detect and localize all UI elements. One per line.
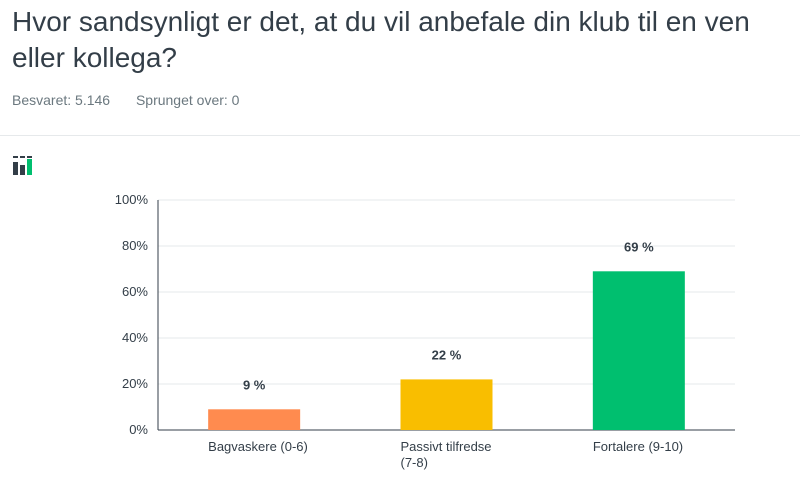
skipped-count: Sprunget over: 0 — [135, 92, 240, 108]
bar-chart-icon[interactable] — [12, 154, 34, 176]
bar-value-label: 9 % — [243, 377, 266, 392]
bar-value-label: 22 % — [432, 347, 462, 362]
question-title: Hvor sandsynligt er det, at du vil anbef… — [12, 6, 750, 73]
x-category-label: Passivt tilfredse (7-8) — [401, 439, 492, 470]
answered-count: Besvaret: 5.146 — [12, 92, 111, 108]
y-tick-label: 20% — [122, 376, 148, 391]
response-meta: Besvaret: 5.146 Sprunget over: 0 — [12, 92, 261, 108]
y-tick-label: 60% — [122, 284, 148, 299]
divider — [0, 135, 800, 136]
x-category-label: Bagvaskere (0-6) — [208, 439, 308, 454]
y-tick-label: 100% — [115, 192, 149, 207]
bar-value-label: 69 % — [624, 239, 654, 254]
y-tick-label: 0% — [129, 422, 148, 437]
y-tick-label: 80% — [122, 238, 148, 253]
bar[interactable] — [208, 409, 301, 430]
x-category-label: Fortalere (9-10) — [593, 439, 683, 454]
bar[interactable] — [592, 271, 685, 430]
y-tick-label: 40% — [122, 330, 148, 345]
bar[interactable] — [400, 379, 493, 430]
bar-chart: 0% 20% 40% 60% 80% 100% 9 % Bagvaskere (0-6) 22… — [115, 192, 735, 470]
